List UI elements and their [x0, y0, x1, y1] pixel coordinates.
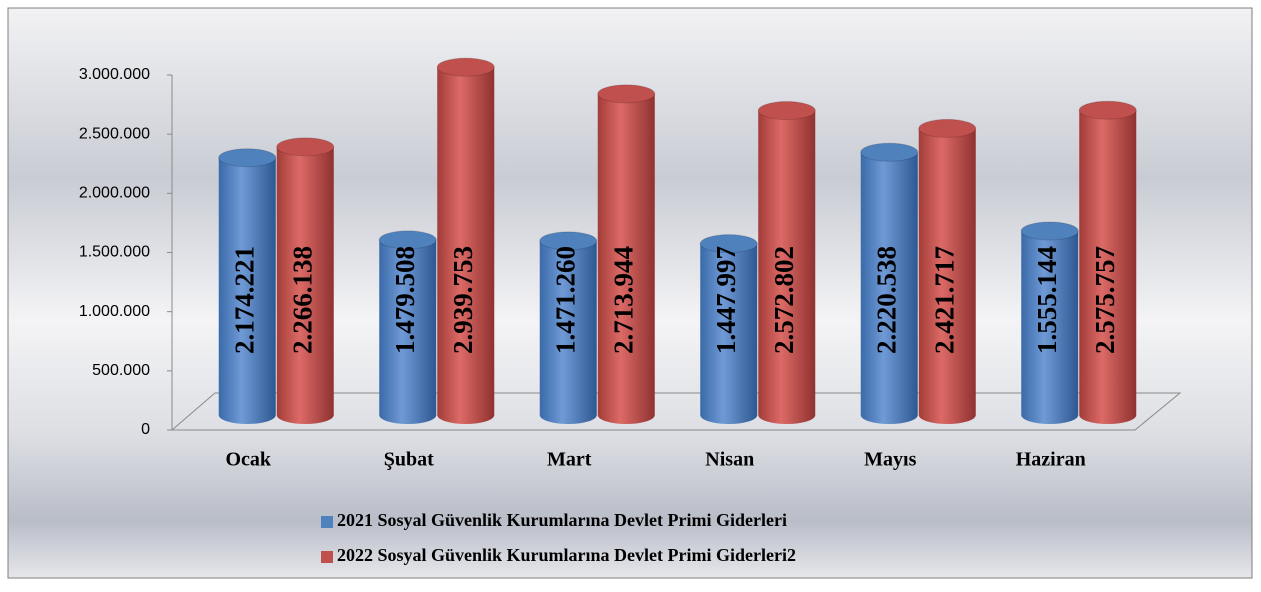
value-label: 1.479.508 [390, 246, 420, 354]
bar [700, 243, 758, 424]
x-tick-label: Nisan [705, 449, 754, 471]
y-tick-label: 2.500.000 [79, 125, 150, 142]
legend-swatch [321, 551, 333, 563]
value-label: 2.713.944 [608, 246, 638, 354]
x-tick-label: Ocak [225, 449, 271, 471]
value-label: 1.555.144 [1032, 246, 1062, 354]
bar-top [539, 231, 598, 251]
bar [758, 110, 816, 425]
value-label: 2.572.802 [769, 246, 799, 354]
y-tick-label: 1.500.000 [79, 244, 150, 261]
bar-top [597, 84, 656, 104]
x-tick-label: Mayıs [864, 449, 916, 471]
y-tick-label: 1.000.000 [79, 303, 150, 320]
bar-top [699, 234, 758, 254]
bar-top [757, 101, 816, 121]
y-tick-label: 3.000.000 [79, 66, 150, 83]
bar-top [378, 230, 437, 250]
bar [218, 157, 276, 425]
floor [170, 392, 1182, 431]
bar-top [218, 148, 277, 168]
bar-top [276, 137, 335, 157]
value-label: 1.471.260 [550, 246, 580, 354]
x-tick-label: Haziran [1016, 449, 1086, 471]
x-tick-label: Şubat [384, 449, 434, 471]
y-tick-label: 0 [141, 421, 150, 438]
bar-top [1020, 221, 1079, 241]
bar [1079, 110, 1137, 424]
value-label: 2.575.757 [1090, 246, 1120, 354]
legend-label: 2022 Sosyal Güvenlik Kurumlarına Devlet … [337, 545, 796, 565]
value-label: 2.220.538 [871, 246, 901, 354]
value-label: 2.421.717 [929, 246, 959, 354]
bar [918, 128, 976, 424]
bar [379, 239, 437, 424]
legend-swatch [321, 516, 333, 528]
bar [597, 93, 655, 424]
value-label: 2.266.138 [287, 246, 317, 354]
bar [860, 152, 918, 425]
bar [1021, 230, 1079, 424]
bar [539, 240, 597, 424]
value-label: 2.939.753 [448, 246, 478, 354]
bar-top [918, 118, 977, 138]
bar-top [860, 142, 919, 162]
y-tick-label: 500.000 [92, 362, 150, 379]
value-label: 1.447.997 [711, 246, 741, 354]
x-tick-label: Mart [547, 449, 592, 471]
bar-top [436, 57, 495, 77]
value-label: 2.174.221 [229, 246, 259, 354]
bar-top [1078, 100, 1137, 120]
bar [276, 146, 334, 424]
legend-label: 2021 Sosyal Güvenlik Kurumlarına Devlet … [337, 510, 787, 530]
y-tick-label: 2.000.000 [79, 185, 150, 202]
bar [437, 67, 495, 425]
